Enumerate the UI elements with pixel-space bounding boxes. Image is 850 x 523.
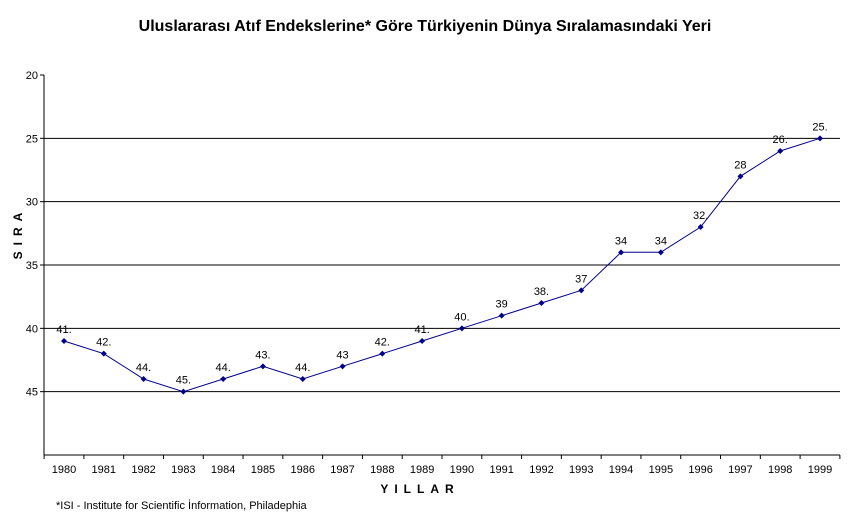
y-axis-title: SIRA [11,207,25,260]
x-tick-label: 1987 [330,464,354,476]
x-tick-label: 1992 [529,464,553,476]
x-tick-label: 1985 [251,464,275,476]
data-point [618,249,625,256]
y-tick-labels: 20 25 30 35 40 45 [26,70,38,399]
data-label: 25. [812,121,827,133]
x-tick-label: 1998 [768,464,792,476]
data-label: 42. [375,337,390,349]
data-point [61,338,67,344]
x-tick-label: 1991 [489,464,513,476]
data-label: 44. [216,362,231,374]
data-label: 34 [615,235,627,247]
data-point [817,135,823,142]
x-tick-label: 1984 [211,464,235,476]
data-point [299,376,306,382]
data-point [220,376,227,382]
x-tick-label: 1996 [688,464,712,476]
series-line-group [63,137,821,393]
x-tick-label: 1986 [290,464,314,476]
data-label: 32. [693,210,708,222]
data-point [657,249,664,256]
data-label: 40. [454,311,469,323]
y-tick-label: 30 [26,197,38,209]
x-tick-label: 1994 [609,464,633,476]
data-labels: 41. 42. 44. 45. 44. 43. 44. 43 42. 41. 40. 39 38. 37 3… [56,121,827,386]
data-point [379,350,386,357]
data-label: 44. [295,362,310,374]
data-label: 41. [414,324,429,336]
data-label: 38. [534,286,549,298]
data-point [259,363,266,370]
data-label: 44. [136,362,151,374]
x-tick-label: 1982 [131,464,155,476]
data-label: 41. [56,324,71,336]
data-label: 43. [255,349,270,361]
data-label: 39 [496,299,508,311]
y-tick-label: 35 [26,260,38,272]
chart-title: Uluslararası Atıf Endekslerine* Göre Tür… [138,18,712,35]
data-label: 34 [655,235,667,247]
data-point [498,312,505,319]
data-point [578,287,585,294]
x-tick-label: 1980 [52,464,76,476]
data-point [180,388,187,395]
x-axis-title: YILLAR [380,482,459,496]
x-tick-label: 1990 [450,464,474,476]
data-point [458,325,465,332]
y-tick-label: 45 [26,387,38,399]
x-tick-label: 1997 [728,464,752,476]
data-point [777,148,784,154]
data-label: 43 [336,349,348,361]
series-line [63,137,821,393]
data-point [737,173,744,180]
data-point [339,363,346,370]
footnote: *ISI - Institute for Scientific İnformat… [56,500,307,512]
data-label: 45. [176,375,191,387]
y-tick-label: 20 [26,70,38,82]
data-label: 26. [773,134,788,146]
data-point [697,224,704,230]
x-tick-label: 1999 [808,464,832,476]
data-point [100,350,107,357]
y-tick-label: 25 [26,133,38,145]
grid-lines [44,137,840,393]
x-tick-label: 1989 [410,464,434,476]
axes [40,74,841,459]
x-tick-label: 1983 [171,464,195,476]
data-point [140,376,147,382]
x-tick-label: 1981 [92,464,116,476]
data-label: 37 [575,273,587,285]
data-point [538,300,545,306]
x-tick-label: 1993 [569,464,593,476]
data-point [419,338,426,344]
y-tick-label: 40 [26,323,38,335]
data-points [61,135,823,395]
x-tick-label: 1995 [649,464,673,476]
x-tick-label: 1988 [370,464,394,476]
data-label: 42. [96,337,111,349]
data-label: 28 [734,159,746,171]
x-tick-labels: 1980 1981 1982 1983 1984 1985 1986 1987 1988 1989… [52,464,832,476]
